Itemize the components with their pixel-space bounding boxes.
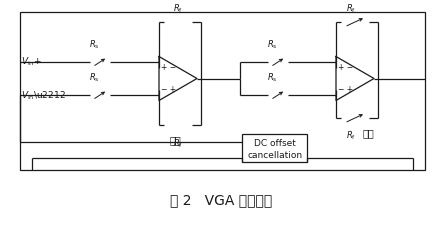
- Bar: [268, 90, 288, 99]
- Text: 图 2   VGA 系统框图: 图 2 VGA 系统框图: [170, 193, 272, 207]
- Text: + −: + −: [161, 63, 176, 72]
- Text: DC offset: DC offset: [254, 139, 296, 148]
- Text: $R_{\rm f}$: $R_{\rm f}$: [346, 130, 356, 143]
- Bar: [164, 18, 192, 26]
- Text: cancellation: cancellation: [248, 150, 303, 159]
- Bar: [268, 58, 288, 66]
- Bar: [341, 114, 369, 123]
- Text: $R_{\rm s}$: $R_{\rm s}$: [267, 39, 277, 51]
- Bar: [90, 90, 110, 99]
- Text: + −: + −: [338, 63, 353, 72]
- Text: $R_{\rm s}$: $R_{\rm s}$: [89, 71, 99, 84]
- Text: $R_{\rm s}$: $R_{\rm s}$: [267, 71, 277, 84]
- Bar: [164, 120, 192, 129]
- Text: $V_{\rm in}$\u2212: $V_{\rm in}$\u2212: [21, 90, 66, 102]
- Text: $R_{\rm f}$: $R_{\rm f}$: [173, 137, 183, 149]
- Text: $R_{\rm f}$: $R_{\rm f}$: [346, 3, 356, 15]
- Text: $R_{\rm s}$: $R_{\rm s}$: [89, 39, 99, 51]
- Bar: [242, 134, 307, 162]
- Text: 粗调: 粗调: [169, 135, 181, 145]
- Text: 细调: 细调: [362, 128, 374, 138]
- Text: $R_{\rm f}$: $R_{\rm f}$: [173, 3, 183, 15]
- Bar: [341, 18, 369, 26]
- Bar: [90, 58, 110, 66]
- Bar: [20, 12, 425, 170]
- Text: $V_{\rm in}$+: $V_{\rm in}$+: [21, 56, 42, 68]
- Text: − +: − +: [338, 85, 353, 94]
- Text: − +: − +: [161, 85, 176, 94]
